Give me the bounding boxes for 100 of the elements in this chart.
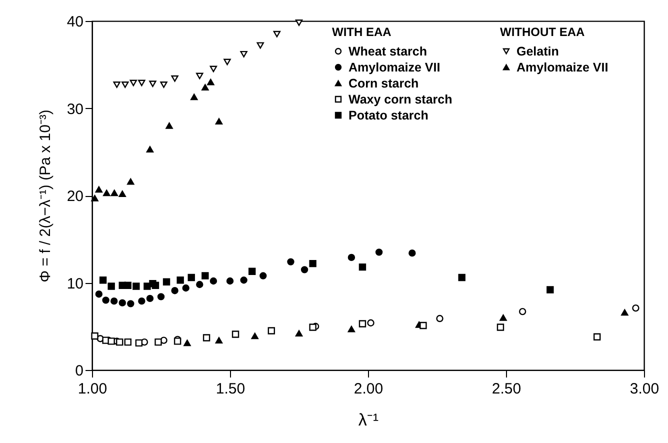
point: [188, 274, 195, 282]
x-tick-label: 2.50: [492, 380, 522, 398]
point: [348, 326, 356, 332]
point: [146, 146, 154, 152]
legend-label: Corn starch: [348, 76, 419, 90]
y-tick-label: 0: [75, 362, 84, 380]
point: [102, 296, 110, 304]
point: [408, 249, 416, 257]
point: [130, 80, 137, 86]
text: WITH EAA: [332, 25, 392, 39]
point: [240, 276, 248, 284]
point: [122, 81, 129, 88]
x-tick-label: 1.00: [78, 380, 108, 398]
y-axis-title: Φ = f / 2(λ−λ⁻¹) (Pa x 10⁻³): [36, 110, 54, 282]
point: [157, 293, 165, 300]
point: [232, 330, 240, 338]
point: [273, 30, 281, 38]
point: [248, 268, 256, 276]
point: [375, 248, 383, 256]
point: [110, 190, 118, 196]
point: [171, 287, 178, 294]
point: [348, 254, 356, 262]
point: [295, 330, 303, 337]
point: [127, 178, 134, 185]
point: [358, 263, 366, 271]
point: [124, 338, 132, 346]
point: [162, 278, 170, 286]
point: [546, 286, 554, 294]
point: [436, 314, 444, 322]
point: [99, 276, 107, 284]
legend-label: Potato starch: [348, 108, 428, 122]
x-tick-label: 1.50: [216, 380, 246, 398]
point: [240, 50, 248, 58]
point: [91, 332, 98, 340]
point: [420, 322, 427, 330]
point: [215, 337, 223, 344]
point: [110, 297, 118, 305]
point: [518, 308, 526, 316]
point: [251, 332, 258, 340]
point: [268, 327, 275, 334]
legend-label: Gelatin: [516, 44, 559, 58]
point: [116, 338, 124, 346]
point: [632, 304, 640, 312]
point: [496, 324, 504, 331]
point: [260, 272, 267, 280]
point: [593, 333, 601, 340]
point: [152, 282, 160, 289]
x-axis-title: λ⁻¹: [358, 410, 379, 430]
point: [367, 319, 374, 326]
point: [202, 272, 209, 280]
point: [166, 122, 173, 129]
point: [287, 258, 294, 266]
point: [154, 338, 162, 346]
point: [108, 282, 115, 290]
legend-label: Amylomaize VII: [348, 60, 440, 74]
point: [210, 66, 218, 72]
point: [91, 194, 98, 202]
point: [226, 277, 234, 285]
point: [202, 84, 209, 91]
point: [103, 190, 110, 196]
point: [309, 324, 316, 331]
point: [95, 290, 102, 298]
point: [295, 20, 303, 26]
point: [135, 339, 143, 347]
point: [358, 320, 366, 328]
point: [118, 299, 126, 306]
point: [202, 334, 210, 342]
point: [207, 78, 214, 86]
point: [171, 75, 178, 82]
y-tick-label: 20: [66, 188, 84, 205]
point: [144, 282, 151, 290]
y-tick-label: 30: [66, 100, 84, 118]
point: [182, 284, 190, 292]
y-tick-label: 10: [66, 275, 84, 292]
point: [118, 190, 126, 197]
point: [309, 260, 316, 268]
point: [108, 338, 115, 345]
point: [256, 42, 264, 49]
point: [113, 81, 120, 88]
point: [190, 94, 198, 100]
point: [95, 186, 102, 193]
point: [196, 280, 204, 288]
point: [300, 266, 308, 274]
point: [500, 314, 507, 321]
point: [621, 309, 628, 316]
x-tick-label: 2.00: [354, 380, 384, 398]
point: [210, 277, 218, 285]
text: WITHOUT EAA: [500, 25, 585, 39]
point: [176, 276, 184, 284]
legend-label: Wheat starch: [348, 44, 427, 58]
y-tick-label: 40: [66, 14, 84, 30]
point: [124, 282, 132, 289]
point: [149, 80, 156, 88]
legend-label: Amylomaize VII: [516, 60, 608, 74]
point: [146, 294, 154, 302]
point: [132, 282, 140, 290]
point: [215, 118, 223, 125]
point: [224, 58, 231, 66]
point: [458, 274, 466, 282]
point: [138, 297, 146, 305]
